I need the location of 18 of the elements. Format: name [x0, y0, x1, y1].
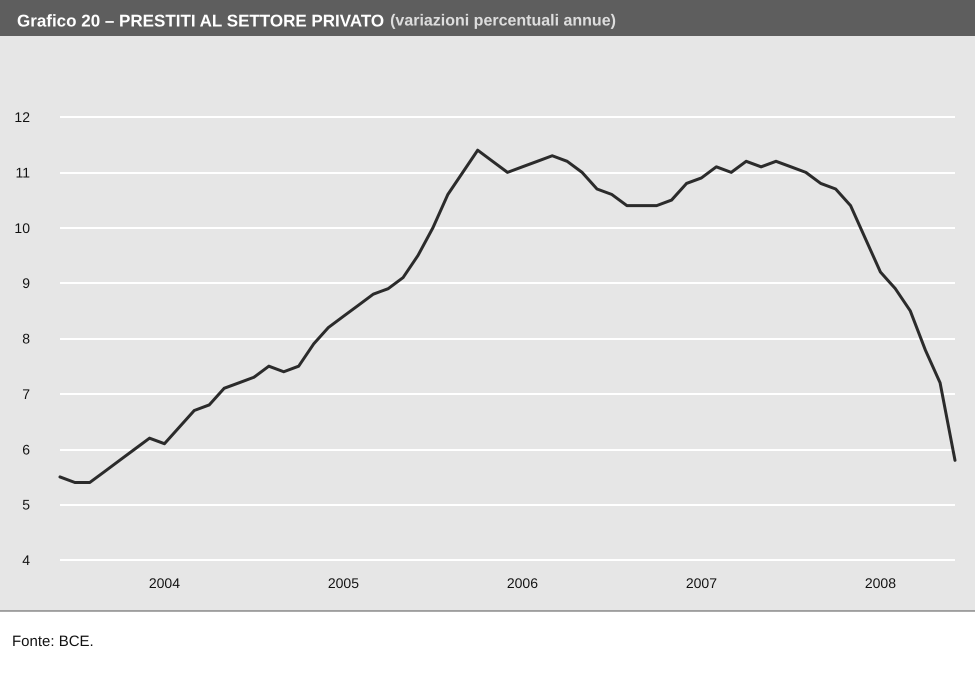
y-tick-label: 7	[22, 386, 30, 402]
x-tick-label: 2008	[864, 575, 896, 591]
y-tick-label: 6	[22, 441, 30, 458]
line-series	[58, 148, 956, 484]
x-tick-label: 2006	[506, 575, 538, 591]
y-tick-label: 11	[15, 164, 30, 180]
x-tick-label: 2004	[148, 575, 180, 591]
chart-subtitle: (variazioni percentuali annue)	[390, 12, 616, 30]
x-tick-label: 2005	[328, 575, 360, 591]
y-tick-label: 10	[14, 220, 30, 236]
y-tick-label: 12	[14, 109, 30, 125]
x-tick-label: 2007	[686, 575, 718, 591]
y-tick-label: 4	[22, 552, 30, 568]
chart-title: Grafico 20 – PRESTITI AL SETTORE PRIVATO	[17, 12, 384, 30]
source-note: Fonte: BCE.	[12, 633, 94, 650]
y-tick-label: 5	[22, 496, 30, 513]
y-tick-label: 9	[22, 275, 30, 292]
y-tick-label: 8	[22, 330, 30, 346]
